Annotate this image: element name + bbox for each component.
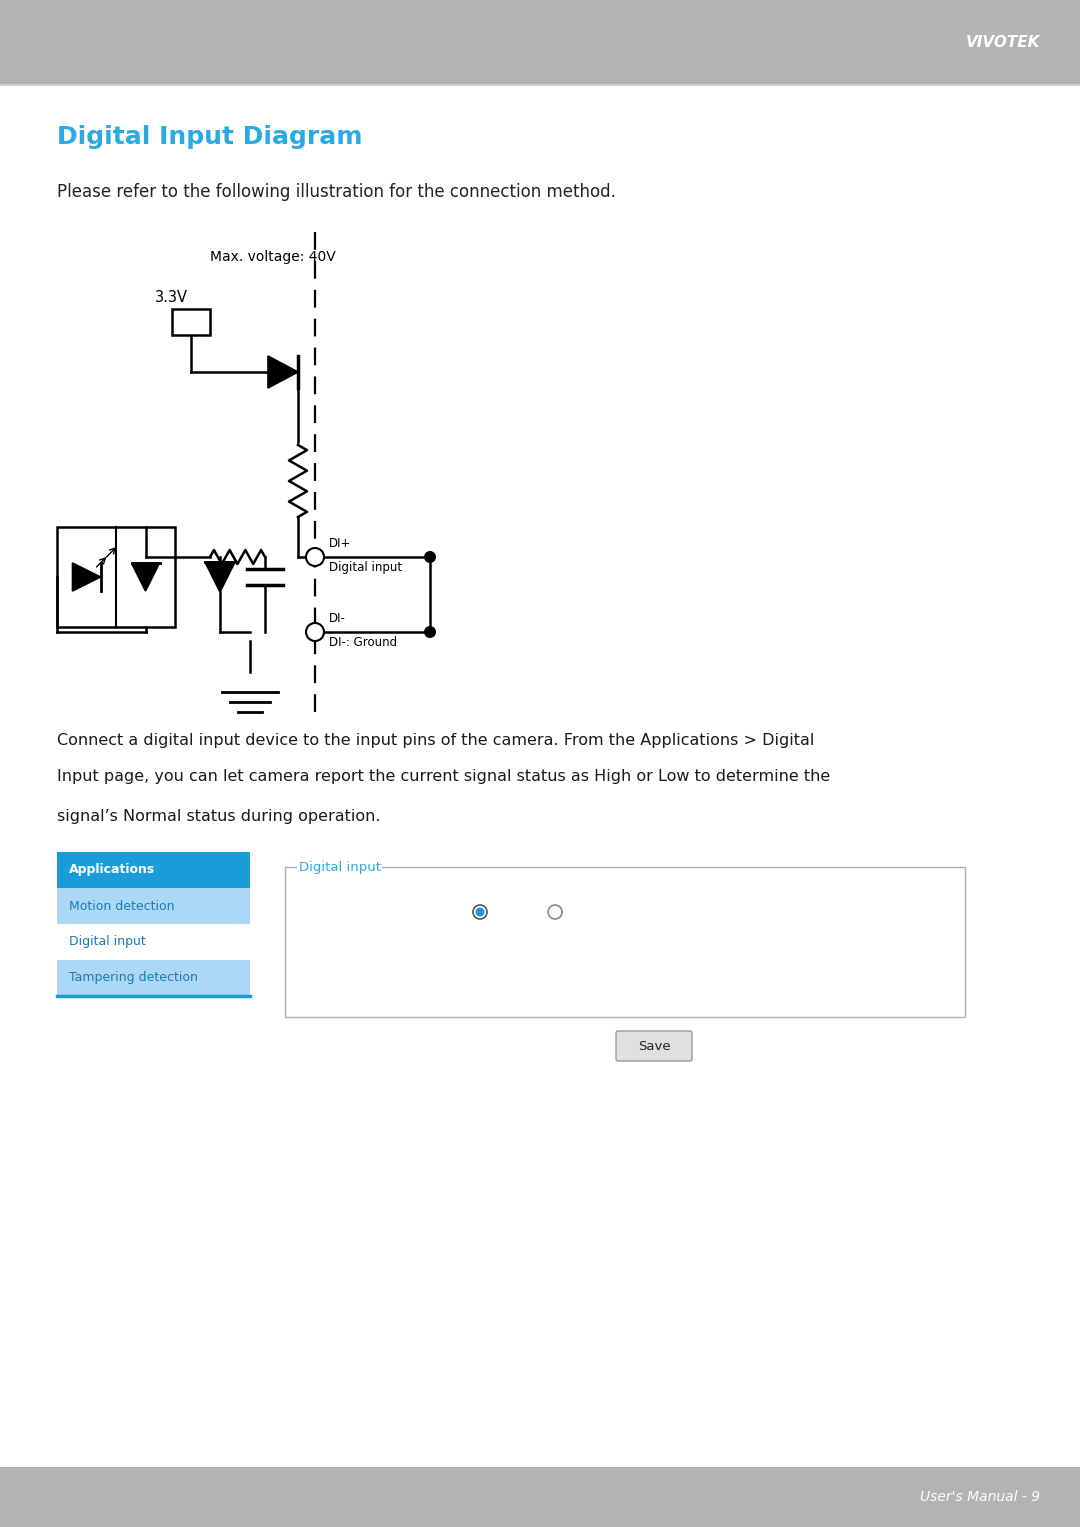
Polygon shape xyxy=(132,563,160,591)
Text: DI+: DI+ xyxy=(329,538,351,550)
Text: High: High xyxy=(491,906,523,919)
Text: High: High xyxy=(480,960,516,974)
Text: Tampering detection: Tampering detection xyxy=(69,971,198,985)
Bar xyxy=(0,1467,1080,1527)
Text: Current status:: Current status: xyxy=(305,960,409,974)
Circle shape xyxy=(548,906,562,919)
Text: Normal status:: Normal status: xyxy=(305,906,407,919)
Text: 3.3V: 3.3V xyxy=(156,290,188,304)
Circle shape xyxy=(306,623,324,641)
Text: Input page, you can let camera report the current signal status as High or Low t: Input page, you can let camera report th… xyxy=(57,768,831,783)
Text: Digital Input Diagram: Digital Input Diagram xyxy=(57,125,363,150)
Text: Max. voltage: 40V: Max. voltage: 40V xyxy=(210,250,336,264)
Text: Motion detection: Motion detection xyxy=(69,899,175,913)
Text: Low: Low xyxy=(566,906,593,919)
Text: DI-: DI- xyxy=(329,612,346,625)
Text: Digital input: Digital input xyxy=(299,861,381,873)
Text: VIVOTEK: VIVOTEK xyxy=(966,35,1040,50)
Bar xyxy=(0,0,1080,86)
Text: Applications: Applications xyxy=(69,863,156,876)
Circle shape xyxy=(475,907,485,916)
Text: DI-: Ground: DI-: Ground xyxy=(329,637,397,649)
Text: Please refer to the following illustration for the connection method.: Please refer to the following illustrati… xyxy=(57,183,616,202)
Text: Connect a digital input device to the input pins of the camera. From the Applica: Connect a digital input device to the in… xyxy=(57,733,814,748)
FancyBboxPatch shape xyxy=(616,1031,692,1061)
Circle shape xyxy=(424,626,436,638)
Polygon shape xyxy=(72,563,100,591)
Polygon shape xyxy=(205,562,235,592)
Circle shape xyxy=(306,548,324,567)
Bar xyxy=(57,960,249,996)
Bar xyxy=(57,889,249,924)
Polygon shape xyxy=(268,356,298,388)
Circle shape xyxy=(424,551,436,563)
Bar xyxy=(57,852,249,889)
Bar xyxy=(172,308,210,334)
Text: User's Manual - 9: User's Manual - 9 xyxy=(920,1490,1040,1504)
Bar xyxy=(57,924,249,960)
Circle shape xyxy=(473,906,487,919)
Text: Digital input: Digital input xyxy=(329,560,402,574)
Bar xyxy=(285,867,966,1017)
Text: Save: Save xyxy=(637,1040,671,1052)
Bar xyxy=(57,527,175,628)
Text: signal’s Normal status during operation.: signal’s Normal status during operation. xyxy=(57,809,380,825)
Text: Digital input: Digital input xyxy=(69,936,146,948)
Bar xyxy=(297,860,382,875)
